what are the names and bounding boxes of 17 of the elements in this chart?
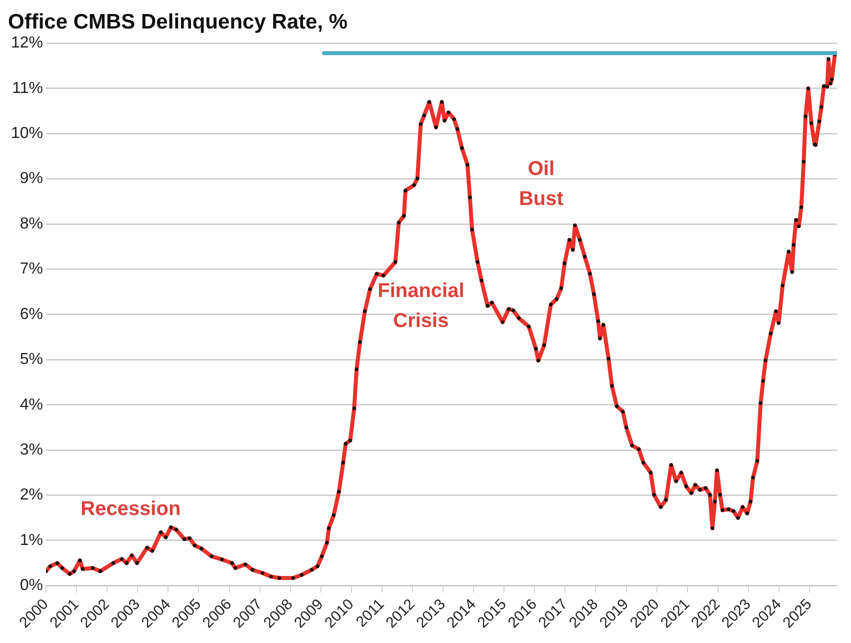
y-tick-label: 6% [20,306,44,323]
y-tick-label: 2% [20,486,44,504]
y-tick-label: 1% [20,532,44,549]
y-tick-label: 0% [20,577,44,594]
annotation: Financial Crisis [378,280,464,332]
y-tick-label: 8% [20,215,44,232]
annotation: Recession [80,498,181,520]
y-tick-label: 4% [20,396,44,414]
annotation: Oil Bust [518,158,564,210]
y-tick-label: 7% [20,260,44,278]
y-tick-label: 3% [20,441,44,458]
y-tick-label: 9% [20,170,44,188]
y-tick-label: 11% [12,80,44,97]
chart-title: Office CMBS Delinquency Rate, % [8,10,348,34]
y-tick-label: 10% [10,125,44,142]
y-tick-label: 12% [10,34,44,52]
y-tick-label: 5% [20,351,44,368]
